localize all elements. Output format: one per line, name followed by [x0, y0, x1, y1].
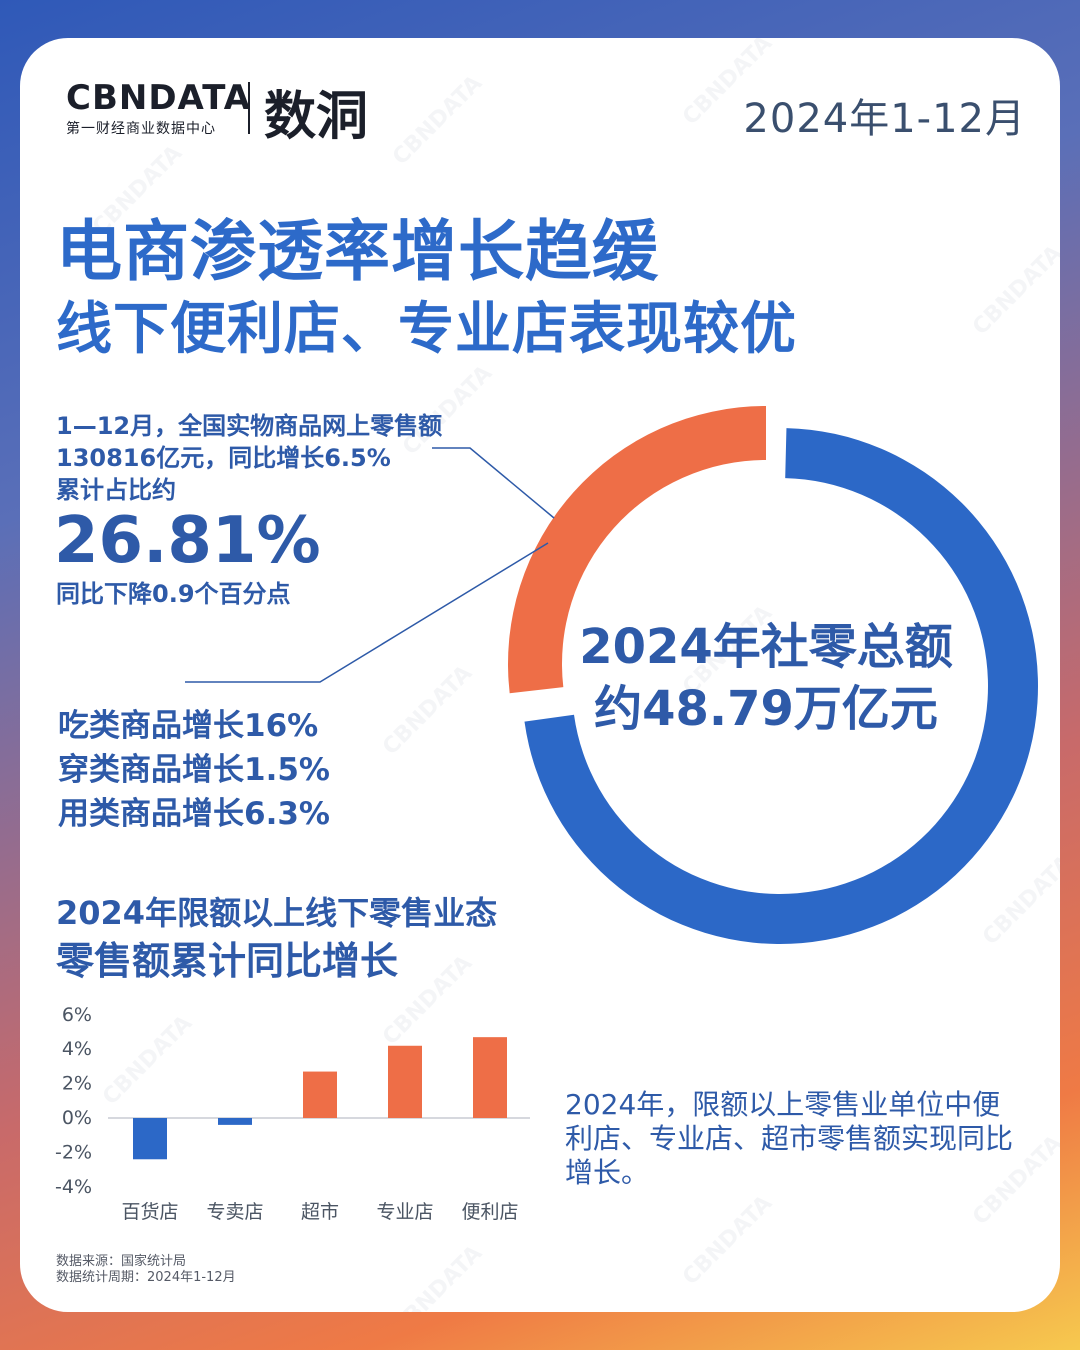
x-tick-label: 超市	[301, 1201, 339, 1223]
donut-center-label: 2024年社零总额 约48.79万亿元	[556, 616, 976, 740]
bar-section-title-line2: 零售额累计同比增长	[56, 939, 399, 983]
leader-line-share	[432, 447, 555, 519]
bar-2	[218, 1118, 252, 1125]
category-growth-food: 吃类商品增长16%	[58, 708, 319, 744]
y-tick-label: 4%	[62, 1038, 92, 1060]
x-tick-label: 百货店	[121, 1201, 178, 1223]
online-share-change: 同比下降0.9个百分点	[56, 580, 291, 608]
x-tick-label: 专卖店	[206, 1201, 263, 1223]
online-share-desc-line1: 1—12月，全国实物商品网上零售额	[56, 412, 443, 440]
bar-chart: 6% 4% 2% 0% -2% -4% 百货店 专卖店 超市 专业店 便利店	[55, 1004, 530, 1223]
y-tick-label: -4%	[55, 1176, 92, 1198]
y-tick-label: 0%	[62, 1107, 92, 1129]
cbndata-logo-subtitle: 第一财经商业数据中心	[66, 121, 216, 137]
y-tick-label: -2%	[55, 1141, 92, 1163]
chart-note: 2024年，限额以上零售业单位中便利店、专业店、超市零售额实现同比增长。	[565, 1088, 1014, 1189]
category-growth-clothing: 穿类商品增长1.5%	[58, 752, 330, 788]
online-share-desc-line2: 130816亿元，同比增长6.5%	[56, 444, 391, 472]
online-share-value: 26.81%	[54, 504, 321, 578]
bar-4	[388, 1045, 422, 1118]
bar-1	[133, 1118, 167, 1160]
x-tick-label: 专业店	[376, 1201, 433, 1223]
source-line2: 数据统计周期：2024年1-12月	[56, 1270, 236, 1285]
period-label: 2024年1-12月	[743, 96, 1026, 142]
total-retail-value: 约48.79万亿元	[594, 681, 938, 737]
donut-chart	[185, 406, 1038, 945]
headline-line2: 线下便利店、专业店表现较优	[56, 297, 797, 362]
leader-line-categories	[185, 542, 549, 683]
y-tick-label: 2%	[62, 1073, 92, 1095]
infographic-card: CBNDATA CBNDATA CBNDATA CBNDATA CBNDATA …	[20, 38, 1060, 1312]
cbndata-logo: CBNDATA	[66, 78, 252, 118]
source-line1: 数据来源：国家统计局	[56, 1254, 187, 1269]
bar-3	[303, 1071, 337, 1118]
x-tick-label: 便利店	[461, 1201, 518, 1223]
online-share-desc-line3: 累计占比约	[56, 476, 176, 504]
shudong-logo: 数洞	[264, 87, 369, 147]
y-tick-label: 6%	[62, 1004, 92, 1026]
donut-slice-online	[508, 406, 766, 694]
headline-line1: 电商渗透率增长趋缓	[56, 213, 659, 290]
bar-section-title-line1: 2024年限额以上线下零售业态	[56, 894, 498, 932]
logo-divider	[248, 82, 250, 134]
bar-5	[473, 1037, 507, 1118]
online-share-desc: 1—12月，全国实物商品网上零售额 130816亿元，同比增长6.5% 累计占比…	[56, 410, 442, 506]
total-retail-title: 2024年社零总额	[579, 619, 953, 675]
category-growth-daily-use: 用类商品增长6.3%	[58, 796, 330, 832]
